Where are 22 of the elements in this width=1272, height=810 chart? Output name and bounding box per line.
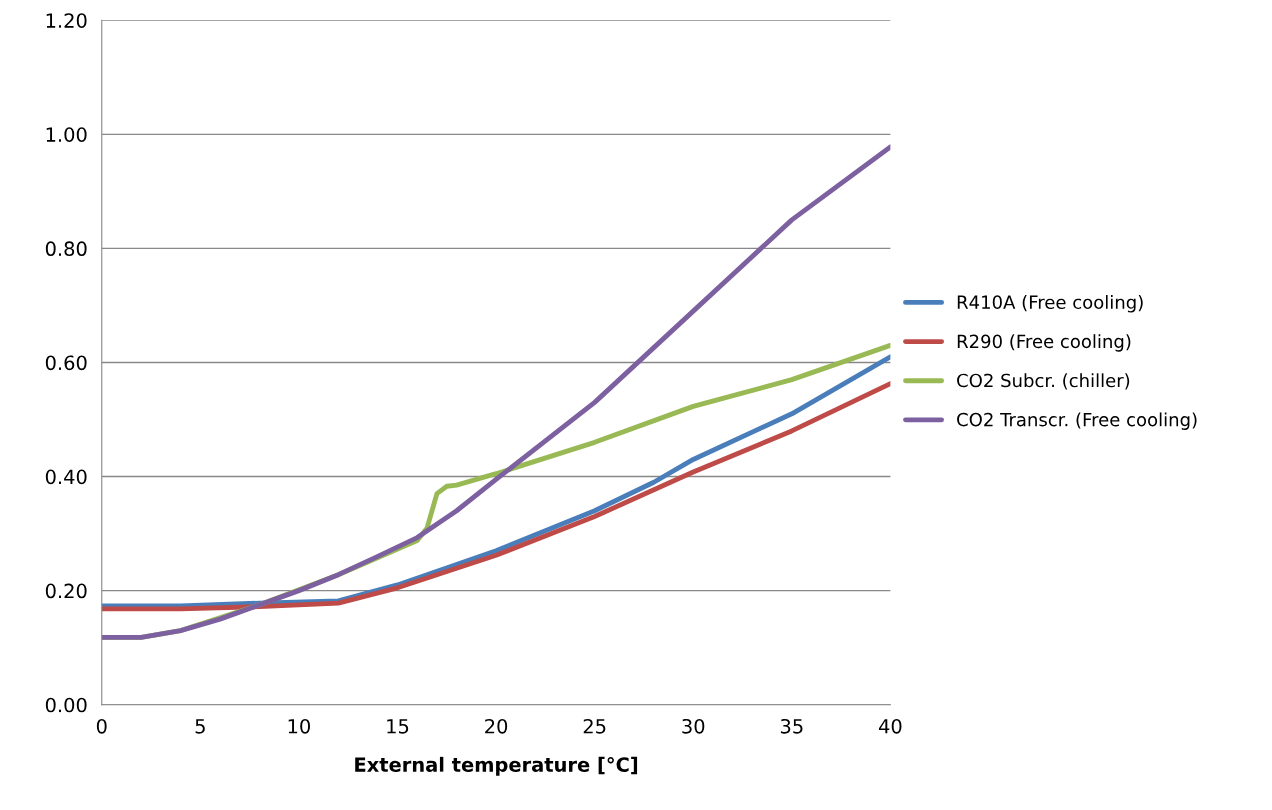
x-tick-label: 20 — [485, 718, 508, 734]
x-tick-label: 25 — [583, 718, 606, 734]
y-tick-label: 0.20 — [45, 583, 87, 599]
y-tick-label: 1.20 — [46, 13, 87, 28]
x-tick-label: 40 — [878, 718, 902, 734]
y-tick-label: 0.40 — [45, 469, 87, 485]
y-tick-label: 1.00 — [46, 127, 87, 142]
y-tick-label: 0.00 — [45, 697, 87, 713]
x-tick-label: 30 — [682, 718, 705, 734]
x-tick-label: 35 — [780, 718, 803, 734]
legend-label: R410A (Free cooling) — [957, 295, 1143, 313]
y-tick-label: 0.60 — [45, 355, 87, 371]
x-tick-label: 15 — [387, 719, 409, 734]
x-tick-label: 10 — [288, 718, 310, 734]
legend-label: CO2 Subcr. (chiller) — [957, 373, 1130, 390]
line-series — [101, 144, 891, 640]
x-axis-title: External temperature [°C] — [355, 756, 638, 776]
x-tick-label: 0 — [96, 718, 107, 734]
x-tick-label: 5 — [195, 719, 205, 734]
y-tick-label: 0.80 — [45, 241, 87, 257]
legend-label: CO2 Transcr. (Free cooling) — [957, 412, 1197, 430]
legend-label: R290 (Free cooling) — [957, 334, 1131, 352]
